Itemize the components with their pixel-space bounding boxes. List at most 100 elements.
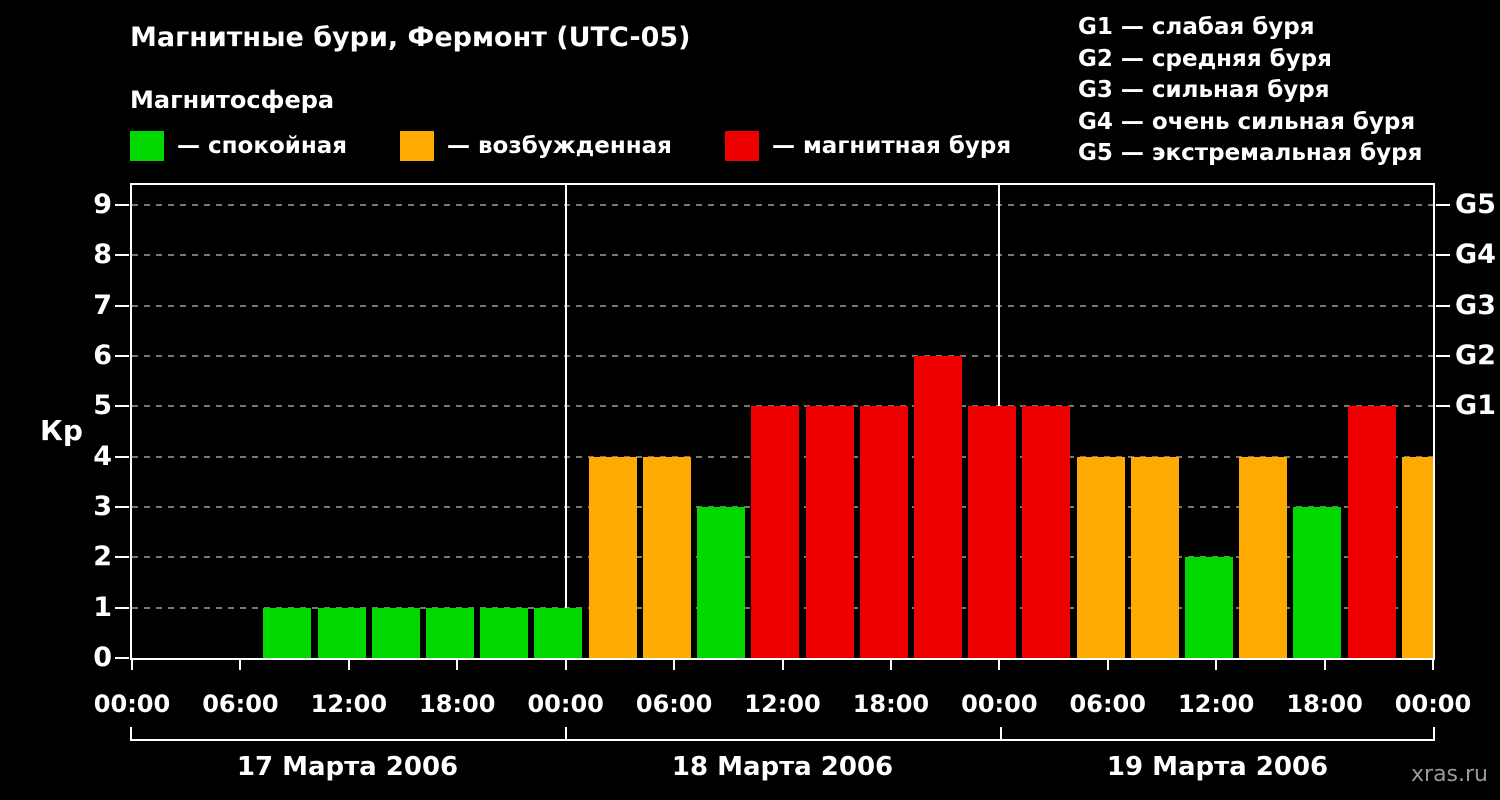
kp-bar [1130,456,1179,658]
kp-bar [697,507,746,658]
x-tick-label: 06:00 [202,690,279,718]
kp-bar [1401,456,1433,658]
x-tick-label: 18:00 [1286,690,1363,718]
g-scale-item: G2 — средняя буря [1078,45,1332,72]
g-scale-item: G5 — экстремальная буря [1078,140,1423,166]
y-tick-label: 5 [93,390,112,422]
x-tick-mark [998,660,1001,670]
g-axis-label: G5 [1455,189,1496,221]
y-tick-mark [115,606,129,609]
x-tick-label: 06:00 [635,690,713,718]
x-tick-mark [347,660,350,670]
y-tick-mark [115,506,129,509]
legend-swatch-quiet-icon [130,131,164,161]
kp-bar [968,406,1017,658]
legend-label-excited: — возбужденная [447,133,672,159]
g-axis-label: G3 [1455,289,1496,321]
kp-bar [913,356,962,658]
g-axis-label: G2 [1455,340,1496,372]
legend-label-storm: — магнитная буря [772,133,1012,159]
legend-item-excited: — возбужденная [400,131,672,161]
x-tick-label: 12:00 [744,690,821,718]
x-tick-label: 12:00 [1177,690,1255,718]
kp-bar [1184,557,1233,658]
g-scale-item: G4 — очень сильная буря [1078,108,1416,135]
kp-bar [480,607,529,658]
y-tick-label: 7 [93,289,112,321]
plot-area [130,183,1435,660]
g-tick-mark [1436,204,1450,207]
x-tick-mark [889,660,892,670]
g-scale-item: G1 — слабая буря [1078,14,1315,40]
plot-inner [132,185,1433,658]
date-axis-tick [1000,727,1002,739]
kp-bar [317,607,366,658]
kp-bar [426,607,475,658]
chart-subtitle: Магнитосфера [130,86,335,114]
y-tick-label: 1 [93,591,112,623]
g-axis-label: G4 [1455,239,1496,271]
y-tick-mark [115,455,129,458]
gridline-kp-8 [132,254,1433,257]
kp-bar [805,406,854,658]
legend-item-storm: — магнитная буря [725,131,1011,161]
date-axis-tick [565,727,567,739]
x-tick-mark [131,660,133,670]
x-tick-mark [1432,660,1434,670]
x-tick-mark [456,660,459,670]
date-axis-line [130,739,1435,741]
date-label: 19 Марта 2006 [1106,752,1329,782]
g-tick-mark [1436,405,1450,408]
kp-bar [1347,406,1396,658]
kp-bar [751,406,800,658]
x-tick-label: 00:00 [93,690,171,718]
kp-bar [1022,406,1071,658]
x-tick-mark [1106,660,1109,670]
kp-bar [534,607,583,658]
kp-bar [859,406,908,658]
x-tick-mark [673,660,676,670]
y-tick-label: 6 [93,340,112,372]
kp-bar [1076,456,1125,658]
legend-item-quiet: — спокойная [130,131,347,161]
date-label: 18 Марта 2006 [671,752,894,782]
legend-label-quiet: — спокойная [177,133,348,159]
y-tick-label: 2 [93,541,112,573]
legend-swatch-storm-icon [725,131,759,161]
watermark-xras: xras.ru [1411,762,1488,787]
day-separator [564,185,567,658]
y-tick-label: 0 [93,642,112,673]
g-scale-legend: G1 — слабая буря G2 — средняя буря G3 — си… [1078,12,1422,170]
x-tick-mark [239,660,242,670]
kp-bar [588,456,637,658]
x-tick-label: 06:00 [1069,690,1146,718]
legend-swatch-excited-icon [400,131,434,161]
x-tick-label: 00:00 [527,690,604,718]
y-tick-label: 8 [93,239,112,271]
date-axis-tick [1433,727,1435,739]
x-tick-label: 00:00 [1394,690,1472,718]
g-scale-item: G3 — сильная буря [1078,77,1330,103]
y-tick-mark [115,405,129,408]
kp-bar [1239,456,1288,658]
gridline-kp-9 [132,204,1433,207]
gridline-kp-7 [132,304,1433,307]
x-tick-mark [1215,660,1218,670]
y-tick-label: 3 [93,491,112,523]
kp-bar [1293,507,1342,658]
x-tick-label: 18:00 [419,690,496,718]
x-tick-mark [781,660,784,670]
kp-bar [263,607,312,658]
y-tick-label: 4 [93,440,112,472]
x-tick-label: 18:00 [852,690,930,718]
kp-bar [371,607,420,658]
g-tick-mark [1436,355,1450,358]
x-tick-mark [1323,660,1326,670]
chart-title: Магнитные бури, Фермонт (UTC-05) [130,22,691,53]
y-tick-mark [115,355,129,358]
x-tick-mark [564,660,567,670]
y-tick-mark [115,204,129,207]
g-tick-mark [1436,254,1450,257]
state-legend: — спокойная — возбужденная — магнитная бур… [130,131,1130,163]
y-tick-mark [115,657,129,659]
